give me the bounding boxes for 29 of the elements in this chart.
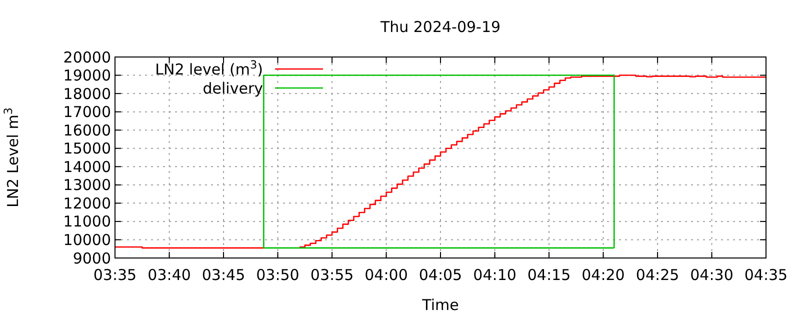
x-tick-label: 03:55 — [310, 266, 354, 284]
x-tick-label: 04:20 — [582, 266, 625, 284]
x-tick-label: 03:40 — [148, 266, 191, 284]
x-tick-label: 03:45 — [202, 266, 246, 284]
x-tick-label: 04:10 — [473, 266, 516, 284]
x-tick-label: 04:05 — [418, 266, 462, 284]
x-axis-title: Time — [421, 296, 459, 314]
y-tick-label: 20000 — [63, 48, 111, 66]
y-tick-label: 9000 — [72, 249, 111, 268]
y-tick-label: 15000 — [63, 140, 111, 158]
legend-label: delivery — [202, 79, 264, 98]
y-tick-label: 13000 — [63, 176, 111, 194]
y-tick-label: 14000 — [63, 158, 111, 176]
y-tick-label: 17000 — [63, 103, 111, 122]
y-tick-label: 16000 — [63, 121, 111, 140]
x-tick-label: 04:30 — [690, 266, 734, 284]
x-tick-label: 03:35 — [93, 266, 137, 284]
y-tick-label: 11000 — [63, 212, 111, 231]
x-tick-label: 03:50 — [256, 266, 300, 284]
y-tick-label: 10000 — [63, 230, 111, 249]
y-tick-label: 12000 — [63, 194, 111, 212]
chart-title: Thu 2024-09-19 — [379, 18, 501, 36]
x-tick-label: 04:15 — [527, 266, 571, 284]
x-tick-label: 04:00 — [364, 266, 408, 284]
y-tick-label: 19000 — [63, 66, 111, 85]
x-tick-label: 04:35 — [744, 266, 788, 284]
x-tick-label: 04:25 — [636, 266, 680, 284]
y-tick-label: 18000 — [63, 84, 111, 103]
legend-label: LN2 level (m$^{3}$) — [155, 58, 263, 78]
